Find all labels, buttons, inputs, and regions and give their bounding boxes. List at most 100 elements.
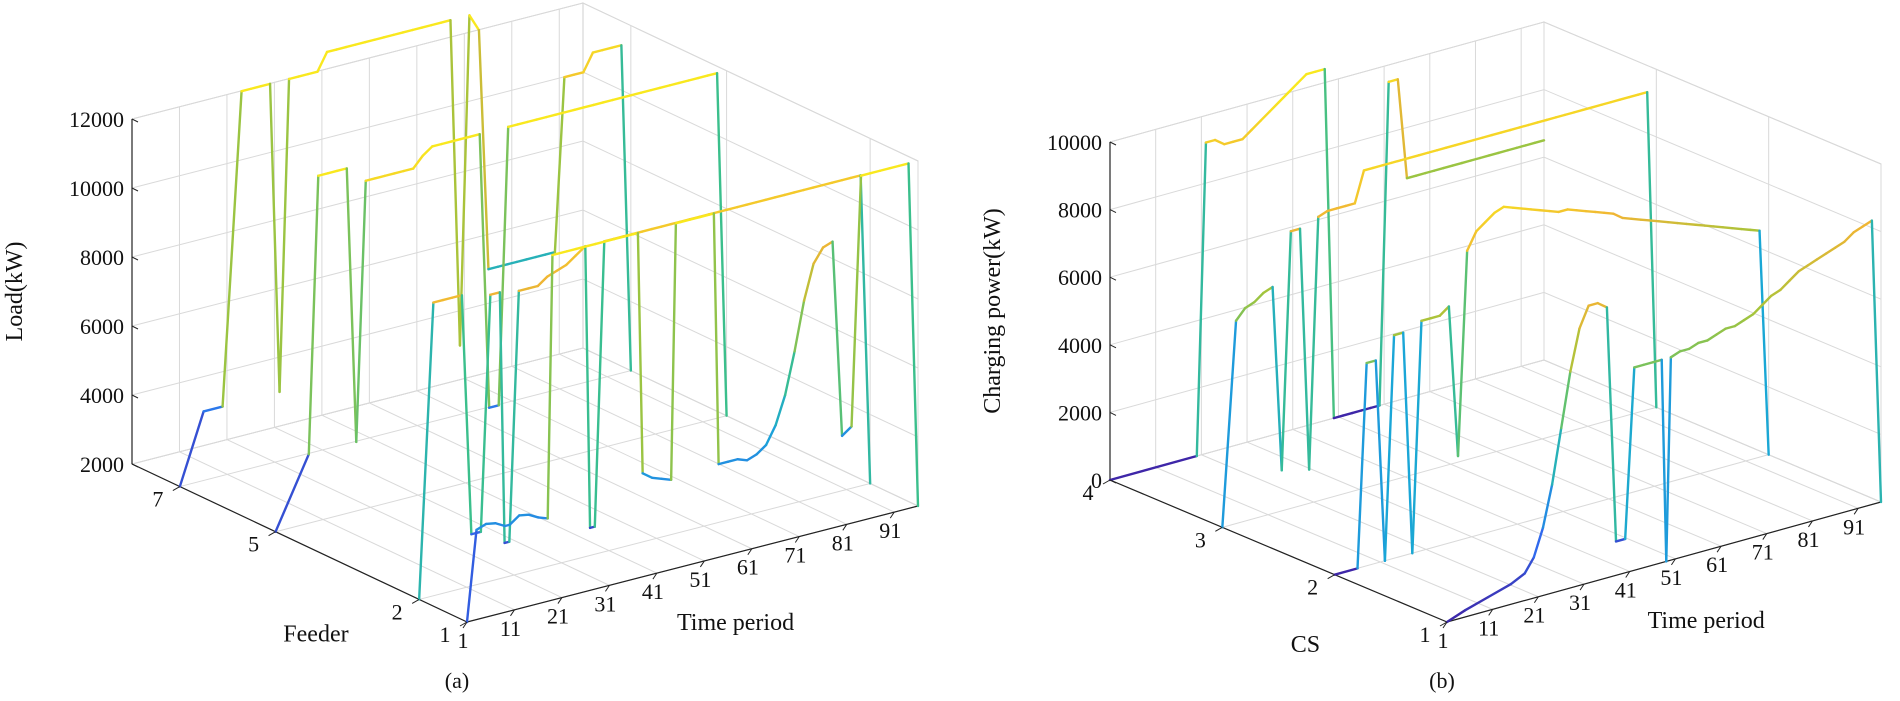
x-tick-mark — [1671, 558, 1676, 566]
series-segment — [811, 183, 824, 189]
series-segment — [1660, 358, 1668, 563]
series-line-b-1 — [1445, 219, 1883, 624]
series-segment — [1618, 95, 1631, 101]
series-segment — [450, 137, 462, 143]
series-segment — [1648, 219, 1661, 223]
z-tick-mark — [131, 118, 139, 123]
z-tick-label: 8000 — [1058, 198, 1102, 223]
series-segment — [1506, 146, 1518, 152]
series-segment — [1557, 208, 1569, 214]
series-segment — [1271, 285, 1283, 472]
series-segment — [1326, 207, 1338, 213]
series-segment — [649, 86, 662, 92]
series-segment — [489, 291, 502, 296]
series-segment — [373, 36, 386, 41]
y-tick-mark — [1102, 479, 1111, 485]
x-tick-mark — [1762, 533, 1768, 540]
series-segment — [468, 14, 481, 32]
z-tick-mark — [1109, 209, 1117, 214]
z-tick-label: 6000 — [1058, 265, 1102, 290]
x-tick-label: 91 — [1843, 514, 1865, 539]
series-segment — [297, 72, 310, 78]
series-segment — [611, 96, 624, 102]
series-segment — [1533, 139, 1546, 145]
series-segment — [1374, 359, 1387, 562]
series-segment — [477, 28, 490, 271]
series-segment — [432, 298, 445, 304]
series-segment — [696, 74, 709, 80]
series-segment — [706, 71, 719, 77]
series-segment — [1548, 209, 1560, 214]
x-axis-line-a — [466, 505, 919, 623]
series-segment — [1383, 333, 1396, 562]
series-segment — [516, 120, 529, 126]
series-segment — [1511, 206, 1524, 210]
series-segment — [506, 123, 519, 129]
series-segment — [1365, 359, 1377, 365]
series-segment — [726, 205, 739, 211]
series-segment — [715, 71, 728, 417]
series-segment — [363, 38, 376, 44]
series-segment — [1706, 333, 1718, 342]
series-segment — [1509, 572, 1526, 586]
series-segment — [802, 186, 815, 192]
series-segment — [355, 179, 367, 444]
series-segment — [458, 14, 471, 347]
series-segment — [792, 188, 805, 194]
series-segment — [1465, 230, 1478, 252]
series-segment — [439, 19, 452, 24]
series-segment — [650, 476, 663, 480]
series-segment — [1697, 339, 1709, 345]
x-tick-mark — [1716, 545, 1722, 553]
series-segment — [392, 31, 405, 37]
y-tick-label: 4 — [1083, 480, 1094, 505]
series-segment — [1758, 229, 1770, 456]
series-segment — [1703, 224, 1716, 228]
series-segment — [1356, 361, 1368, 570]
y-tick-mark — [172, 486, 181, 492]
series-segment — [840, 176, 853, 182]
series-segment — [783, 350, 796, 397]
series-segment — [1460, 159, 1473, 165]
y-tick-mark — [1215, 526, 1223, 532]
series-segment — [1651, 358, 1663, 364]
series-segment — [1289, 227, 1302, 233]
series-segment — [1378, 80, 1390, 407]
panel-b-charging-power-chart: 1112131415161718191123402000400060008000… — [980, 21, 1883, 693]
series-segment — [888, 164, 901, 170]
series-segment — [364, 177, 377, 182]
series-segment — [1584, 209, 1597, 214]
z-tick-label: 12000 — [69, 107, 124, 132]
series-segment — [1749, 228, 1761, 232]
series-segment — [307, 174, 320, 456]
y-tick-label: 1 — [1420, 622, 1431, 647]
series-segment — [475, 522, 488, 532]
x-tick-mark — [510, 609, 515, 617]
series-segment — [717, 460, 730, 466]
y-tick-label: 2 — [1307, 575, 1318, 600]
z-tick-label: 2000 — [1058, 400, 1102, 425]
series-segment — [601, 98, 614, 104]
gridline-z-b — [1109, 21, 1882, 165]
series-segment — [677, 79, 690, 85]
series-segment — [420, 23, 433, 29]
series-segment — [1493, 205, 1505, 214]
series-segment — [1733, 318, 1746, 328]
series-segment — [1536, 118, 1548, 124]
series-segment — [1360, 406, 1372, 412]
series-segment — [658, 84, 671, 90]
series-segment — [268, 82, 281, 394]
series-segment — [1435, 146, 1448, 152]
series-segment — [1484, 211, 1496, 224]
x-tick-label: 1 — [1438, 628, 1449, 653]
x-tick-mark — [1533, 596, 1539, 604]
series-segment — [840, 425, 853, 438]
x-tick-mark — [699, 560, 705, 568]
series-segment — [317, 172, 329, 177]
series-segment — [563, 108, 576, 114]
series-segment — [574, 245, 587, 251]
series-segment — [1335, 204, 1347, 210]
series-segment — [1539, 209, 1551, 213]
x-tick-label: 31 — [1569, 590, 1591, 615]
series-segment — [1515, 144, 1527, 150]
